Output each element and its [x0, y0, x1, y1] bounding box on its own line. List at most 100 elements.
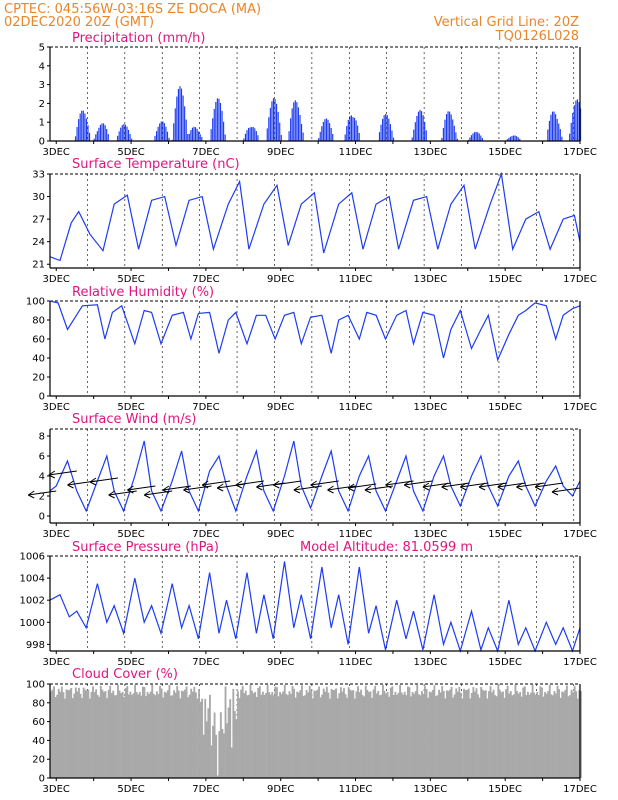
- wind-arrow-head: [89, 477, 97, 486]
- precip-bar: [294, 100, 296, 141]
- precip-bar: [159, 123, 161, 141]
- cloud-bar: [455, 688, 458, 778]
- cloud-bar: [187, 697, 190, 778]
- precip-bar: [417, 111, 420, 141]
- precip-bar: [508, 137, 510, 141]
- precip-bar: [442, 127, 444, 141]
- model-altitude-annotation: Model Altitude: 81.0599 m: [300, 540, 473, 555]
- cloud-bar: [254, 691, 257, 778]
- cloud-bar: [389, 687, 392, 778]
- cloud-bar: [339, 687, 342, 778]
- x-tick-label: 7DEC: [192, 147, 219, 158]
- y-tick-label: 0: [39, 512, 45, 523]
- x-tick-label: 9DEC: [267, 147, 294, 158]
- temperature-title: Surface Temperature (nC): [72, 157, 240, 172]
- cloud-bar: [570, 689, 573, 778]
- precip-bar: [163, 123, 165, 141]
- cloud-bar: [152, 693, 155, 778]
- precip-bar: [198, 131, 200, 141]
- cloud-bar: [486, 698, 489, 778]
- cloud-bar: [60, 686, 63, 778]
- precip-bar: [576, 99, 579, 141]
- precip-bar: [104, 125, 106, 141]
- cloud-bar: [78, 687, 80, 778]
- cloud-bar: [325, 686, 328, 778]
- wind-arrow-head: [67, 480, 74, 489]
- wind-arrow-head: [183, 485, 190, 494]
- cloud-bar: [541, 687, 543, 778]
- precip-bar: [246, 130, 248, 141]
- cloud-bar: [422, 693, 425, 778]
- cloud-bar: [56, 694, 59, 778]
- cloud-bar: [453, 694, 456, 778]
- precip-bar: [95, 134, 97, 141]
- cloud-bar: [73, 693, 76, 778]
- cloud-bar: [338, 693, 341, 778]
- cloud-bar: [447, 690, 450, 778]
- cloud-bar: [559, 697, 562, 778]
- x-tick-label: 5DEC: [117, 274, 144, 285]
- cloud-bar: [382, 684, 384, 778]
- precip-bar: [184, 106, 186, 141]
- cloud-bar: [346, 697, 349, 778]
- cloud-bar: [210, 745, 213, 778]
- precip-bar: [419, 109, 421, 141]
- cloud-bar: [414, 691, 417, 778]
- cloud-bar: [508, 693, 511, 778]
- y-tick-label: 0: [39, 392, 45, 403]
- cloud-bar: [458, 686, 461, 778]
- precip-bar: [350, 115, 353, 141]
- cloud-bar: [102, 691, 105, 778]
- cloud-bar: [233, 711, 236, 778]
- cloud-bar: [76, 691, 79, 778]
- cloud-bar: [361, 695, 364, 778]
- cloud-bar: [383, 690, 386, 778]
- precip-bar: [213, 108, 215, 141]
- cloud-bar: [472, 687, 475, 778]
- cloud-bar: [82, 687, 85, 778]
- precip-bar: [575, 100, 577, 141]
- cloud-bar: [567, 696, 570, 778]
- y-tick-label: 80: [32, 316, 45, 327]
- cloud-bar: [215, 734, 218, 778]
- precip-bar: [380, 124, 382, 141]
- wind-arrow-head: [422, 482, 430, 491]
- cloud-bar: [516, 690, 518, 778]
- humidity-title: Relative Humidity (%): [72, 285, 214, 300]
- cloud-bar: [388, 696, 391, 778]
- cloud-bar: [159, 685, 161, 778]
- precip-bar: [330, 128, 332, 141]
- wind-arrow-head: [216, 483, 224, 492]
- precip-bar: [177, 88, 179, 141]
- cloud-bar: [439, 692, 442, 778]
- wind-arrow-head: [364, 485, 372, 494]
- cloud-bar: [519, 692, 522, 778]
- cloud-bar: [227, 707, 230, 778]
- precip-bar: [512, 135, 515, 141]
- x-tick-label: 15DEC: [488, 274, 522, 285]
- precip-bar: [218, 98, 220, 141]
- precip-bar: [174, 108, 176, 141]
- precip-bar: [347, 119, 349, 141]
- cloud-bar: [59, 691, 62, 778]
- cloud-bar: [282, 691, 285, 778]
- cloud-bar: [358, 692, 361, 778]
- cloud-bar: [140, 695, 143, 778]
- wind-arrow-head: [108, 490, 115, 499]
- precip-bar: [332, 133, 334, 141]
- cloud-bar: [198, 689, 200, 778]
- x-tick-label: 15DEC: [488, 402, 522, 413]
- precip-bar: [99, 124, 102, 141]
- x-tick-label: 9DEC: [267, 402, 294, 413]
- cloud-bar: [308, 686, 311, 778]
- x-tick-label: 7DEC: [192, 784, 219, 795]
- cloud-bar: [291, 685, 294, 778]
- x-tick-label: 7DEC: [192, 657, 219, 668]
- precip-bar: [392, 137, 395, 141]
- cloud-bar: [255, 696, 258, 778]
- precip-bar: [388, 118, 390, 141]
- precip-bar: [212, 118, 214, 141]
- cloud-bar: [464, 689, 467, 778]
- y-tick-label: 40: [32, 354, 45, 365]
- precip-bar: [106, 128, 108, 141]
